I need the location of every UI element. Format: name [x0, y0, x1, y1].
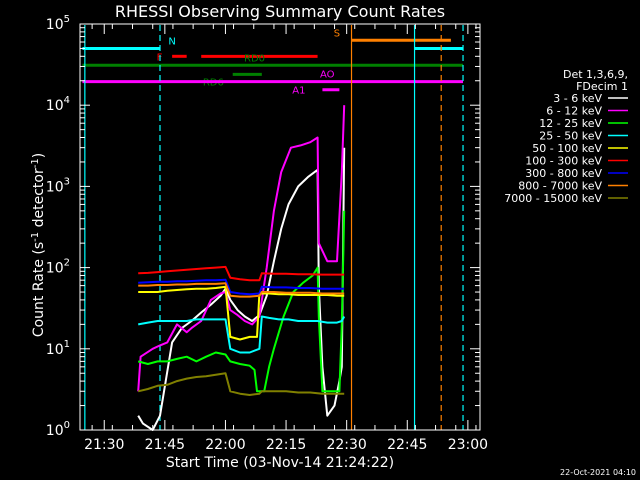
x-axis-label: Start Time (03-Nov-14 21:24:22) — [166, 455, 394, 471]
series-7000-15000-kev — [137, 372, 345, 396]
legend-label-12-25-kev: 12 - 25 keV — [539, 117, 602, 130]
footer-date: 22-Oct-2021 04:10 — [560, 468, 636, 477]
y-tick-label: 104 — [46, 95, 70, 114]
x-tick-label: 22:45 — [387, 437, 427, 453]
y-axis-label: Count Rate (s-1 detector-1) — [30, 153, 48, 337]
x-axis: 21:30 21:45 22:00 22:15 22:30 22:45 23:00 — [84, 24, 488, 453]
legend-header: FDecim 1 — [576, 80, 628, 93]
y-tick-label: 103 — [46, 176, 70, 195]
legend-label-3-6-kev: 3 - 6 keV — [553, 92, 602, 105]
legend-header: Det 1,3,6,9, — [563, 68, 628, 81]
legend-label-25-50-kev: 25 - 50 keV — [539, 130, 602, 143]
x-tick-label: 22:15 — [266, 437, 306, 453]
y-tick-base: 10 — [46, 423, 64, 439]
chart-title: RHESSI Observing Summary Count Rates — [115, 2, 445, 21]
legend-label-50-100-kev: 50 - 100 keV — [532, 142, 602, 155]
y-tick-exp: 4 — [64, 95, 70, 106]
plot-frame — [79, 23, 481, 431]
y-tick-exp: 0 — [64, 420, 70, 431]
y-tick-base: 10 — [46, 17, 64, 33]
legend-label-800-7000-kev: 800 - 7000 keV — [518, 180, 602, 193]
legend-label-6-12-kev: 6 - 12 keV — [546, 105, 602, 118]
vertical-markers — [84, 25, 464, 430]
legend-label-100-300-kev: 100 - 300 keV — [525, 155, 602, 168]
y-tick-base: 10 — [46, 179, 64, 195]
flag-label-rd0: RD0 — [244, 53, 265, 64]
legend-label-7000-15000-kev: 7000 - 15000 keV — [504, 192, 602, 205]
flag-bars: NSFRD0RD6AOA1 — [82, 28, 464, 97]
flag-label-n: N — [168, 36, 175, 47]
x-tick-label: 21:45 — [145, 437, 185, 453]
y-tick-exp: 5 — [64, 14, 70, 25]
y-tick-base: 10 — [46, 261, 64, 277]
series-6-12-kev — [137, 105, 346, 392]
series-50-100-kev — [138, 285, 345, 341]
y-tick-exp: 2 — [64, 258, 70, 269]
y-tick-exp: 1 — [64, 339, 70, 350]
series-300-800-kev — [138, 278, 345, 296]
series-800-7000-kev — [138, 282, 345, 298]
x-tick-label: 21:30 — [84, 437, 124, 453]
y-tick-base: 10 — [46, 98, 64, 114]
y-tick-label: 100 — [46, 420, 70, 439]
series-12-25-kev — [137, 210, 346, 393]
y-tick-label: 101 — [46, 339, 70, 358]
series-25-50-kev — [138, 315, 346, 354]
flag-label-s: S — [334, 28, 340, 39]
series-3-6-kev — [137, 147, 346, 431]
legend-label-300-800-kev: 300 - 800 keV — [525, 167, 602, 180]
y-tick-label: 102 — [46, 258, 70, 277]
flag-label-ao: AO — [320, 70, 335, 81]
x-tick-label: 22:00 — [205, 437, 245, 453]
y-tick-exp: 3 — [64, 176, 70, 187]
x-tick-label: 23:00 — [448, 437, 488, 453]
y-tick-base: 10 — [46, 342, 64, 358]
y-tick-label: 105 — [46, 14, 70, 33]
data-series — [137, 105, 346, 431]
flag-label-a1: A1 — [292, 86, 305, 97]
series-100-300-kev — [138, 265, 345, 282]
x-tick-label: 22:30 — [326, 437, 366, 453]
